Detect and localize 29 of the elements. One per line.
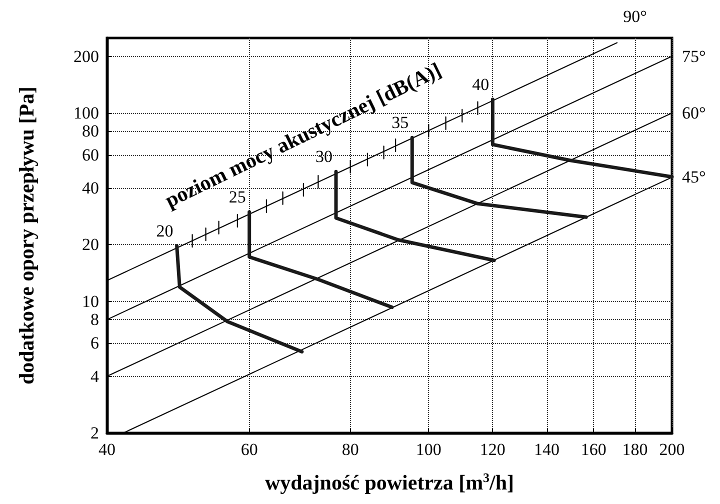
annotation: 60° xyxy=(682,103,706,122)
annotation: 25 xyxy=(228,188,246,207)
x-tick-label: 140 xyxy=(534,440,560,459)
x-tick-label: 180 xyxy=(622,440,648,459)
annotation: 30 xyxy=(316,147,332,166)
y-tick-label: 20 xyxy=(82,235,99,254)
y-tick-label: 80 xyxy=(82,122,99,141)
y-tick-label: 6 xyxy=(90,334,99,353)
y-axis-title: dodatkowe opory przepływu [Pa] xyxy=(14,86,38,385)
y-tick-label: 200 xyxy=(74,46,99,66)
y-tick-label: 40 xyxy=(82,178,99,198)
annotation: 35 xyxy=(392,113,409,132)
x-tick-label: 200 xyxy=(659,440,685,459)
y-tick-label: 10 xyxy=(82,292,99,311)
y-tick-label: 4 xyxy=(90,366,100,386)
x-tick-label: 80 xyxy=(342,440,359,459)
y-tick-label: 2 xyxy=(90,424,99,442)
annotation: 45° xyxy=(682,168,706,187)
x-tick-label: 120 xyxy=(480,440,506,459)
y-tick-label: 100 xyxy=(74,103,99,122)
x-tick-label: 60 xyxy=(240,440,258,459)
annotation: 75° xyxy=(682,46,706,66)
annotation: 90° xyxy=(623,7,647,26)
x-tick-label: 160 xyxy=(580,440,606,459)
x-tick-label: 100 xyxy=(416,440,442,459)
y-tick-label: 8 xyxy=(90,310,99,330)
annotation: 40 xyxy=(472,74,490,94)
annotation: 20 xyxy=(156,221,174,240)
y-tick-label: 60 xyxy=(82,145,99,164)
